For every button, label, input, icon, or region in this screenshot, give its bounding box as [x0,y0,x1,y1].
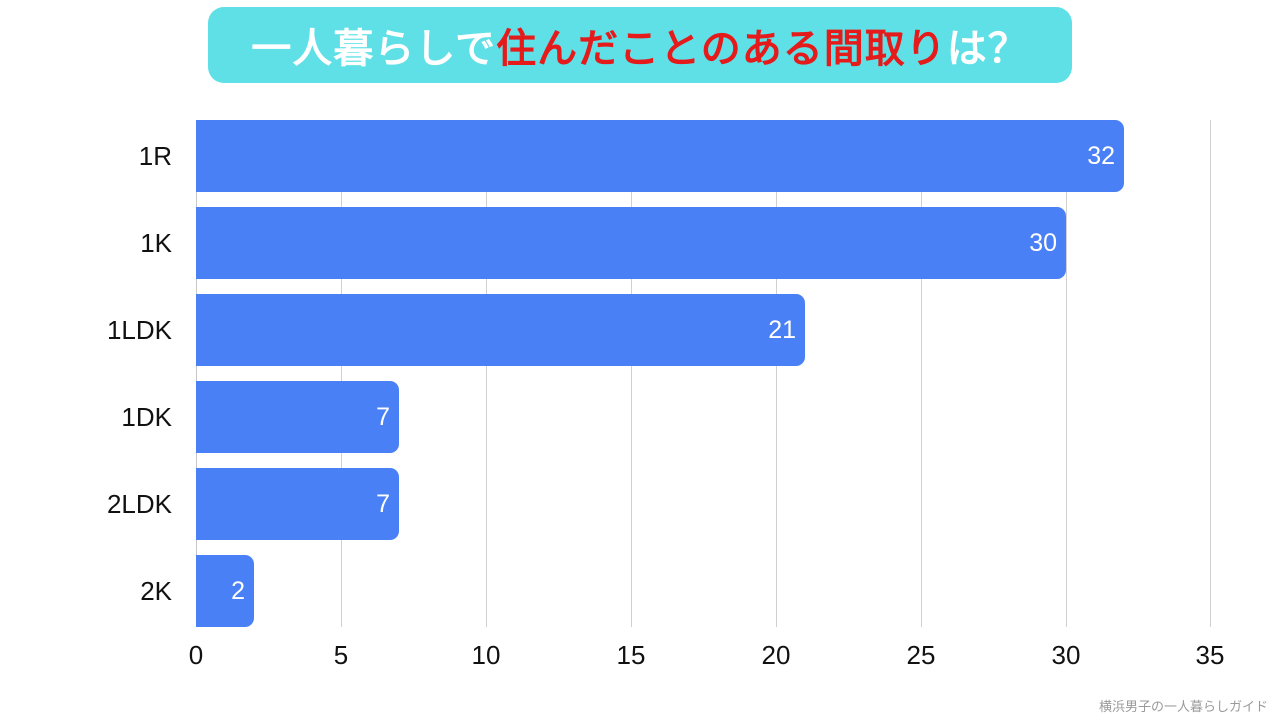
x-tick-15: 15 [616,640,646,670]
gridline-5 [341,120,342,627]
title-part-white: 一人暮らしで [251,26,497,72]
x-tick-30: 30 [1051,640,1081,670]
bar-value-label: 32 [1087,141,1115,170]
x-tick-20: 20 [761,640,791,670]
bar-value-label: 2 [231,576,245,605]
plot-area: 32 30 21 7 7 2 [196,120,1211,627]
category-label-2k: 2K [140,576,172,606]
gridline-35 [1210,120,1211,627]
x-tick-0: 0 [188,640,204,670]
gridline-30 [1066,120,1067,627]
x-tick-5: 5 [333,640,349,670]
chart-title: 一人暮らしで住んだことのある間取りは？ [251,16,1028,74]
category-label-2ldk: 2LDK [106,489,172,519]
category-label-1ldk: 1LDK [106,315,172,345]
gridline-20 [776,120,777,627]
bar-value-label: 21 [768,315,796,344]
title-part-red: 住んだことのある間取り [496,26,947,72]
gridline-15 [631,120,632,627]
category-label-1r: 1R [138,141,172,171]
category-label-1dk: 1DK [121,402,172,432]
x-tick-10: 10 [471,640,501,670]
bar-1ldk: 21 [196,294,805,366]
y-axis-line [196,120,197,627]
title-part-white-end: は？ [946,26,1029,72]
bar-2ldk: 7 [196,468,399,540]
watermark: 横浜男子の一人暮らしガイド [1098,700,1268,715]
chart-title-banner: 一人暮らしで住んだことのある間取りは？ [208,7,1072,83]
bar-value-label: 7 [376,402,390,431]
gridline-10 [486,120,487,627]
x-tick-25: 25 [906,640,936,670]
category-label-1k: 1K [140,228,172,258]
gridline-25 [921,120,922,627]
bar-1r: 32 [196,120,1124,192]
bar-value-label: 30 [1029,228,1057,257]
bar-value-label: 7 [376,489,390,518]
bar-1dk: 7 [196,381,399,453]
x-tick-35: 35 [1195,640,1225,670]
bar-1k: 30 [196,207,1066,279]
bar-2k: 2 [196,555,254,627]
